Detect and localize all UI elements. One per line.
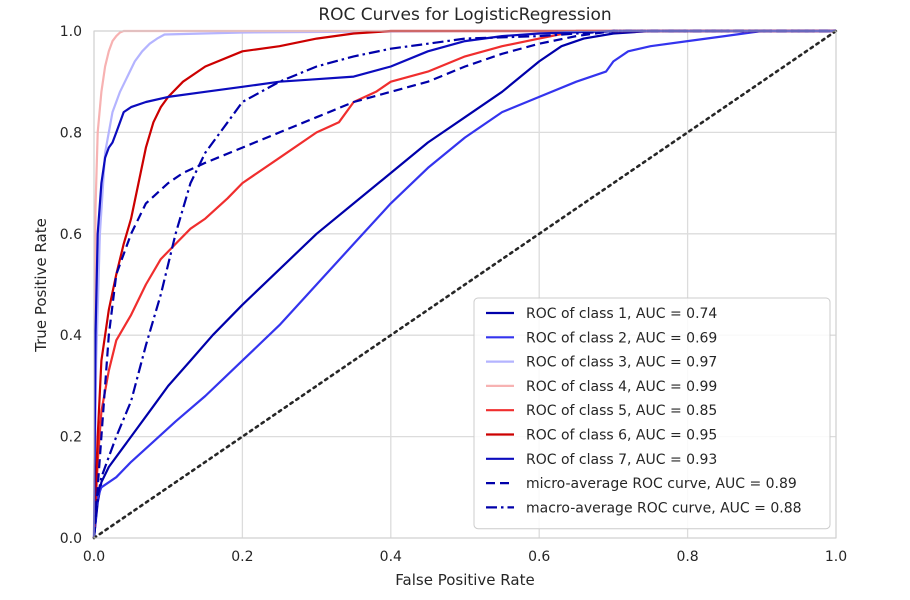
y-axis-label: True Positive Rate (32, 218, 50, 353)
y-tick-label: 0.8 (60, 125, 82, 141)
legend-entry-label: ROC of class 3, AUC = 0.97 (526, 355, 717, 371)
legend-entry-label: ROC of class 1, AUC = 0.74 (526, 306, 717, 322)
y-tick-label: 0.4 (60, 328, 82, 344)
plot-area-frame (93, 30, 837, 539)
series-line-2 (92, 29, 836, 539)
legend-entry-label: ROC of class 4, AUC = 0.99 (526, 379, 717, 395)
legend-entry-label: ROC of class 2, AUC = 0.69 (526, 330, 717, 346)
series-line-8 (92, 29, 836, 539)
x-tick-label: 0.2 (231, 549, 253, 565)
x-axis-label: False Positive Rate (395, 571, 534, 589)
y-tick-label: 0.0 (60, 531, 82, 547)
legend-entry-label: ROC of class 7, AUC = 0.93 (526, 452, 717, 468)
series-line-5 (92, 29, 836, 539)
legend-entry-label: micro-average ROC curve, AUC = 0.89 (526, 476, 797, 492)
chance-diagonal-line (92, 29, 838, 540)
series-line-7 (92, 29, 836, 539)
y-tick-label: 0.2 (60, 430, 82, 446)
x-tick-label: 0.8 (676, 549, 698, 565)
plot-frame (93, 30, 837, 539)
y-tick-label: 0.6 (60, 227, 82, 243)
series-line-6 (92, 29, 836, 539)
x-tick-label: 0.6 (528, 549, 550, 565)
legend-entry-label: macro-average ROC curve, AUC = 0.88 (526, 500, 802, 516)
x-tick-label: 1.0 (825, 549, 847, 565)
legend-box (473, 297, 831, 530)
chart-title: ROC Curves for LogisticRegression (318, 5, 611, 25)
legend-entry-label: ROC of class 6, AUC = 0.95 (526, 428, 717, 444)
series-line-3 (92, 29, 836, 539)
series-line-9 (92, 29, 836, 539)
series-lines (92, 29, 838, 540)
y-tick-label: 1.0 (60, 24, 82, 40)
legend-entry-label: ROC of class 5, AUC = 0.85 (526, 403, 717, 419)
x-tick-label: 0.4 (380, 549, 402, 565)
legend: ROC of class 1, AUC = 0.74 ROC of class 2… (473, 297, 831, 530)
tick-labels: 0.0 0.2 0.4 0.6 0.8 1.0 0.0 0.2 0.4 0.6 0.8 1.0 (60, 24, 847, 565)
x-tick-label: 0.0 (83, 549, 105, 565)
grid (93, 30, 837, 539)
